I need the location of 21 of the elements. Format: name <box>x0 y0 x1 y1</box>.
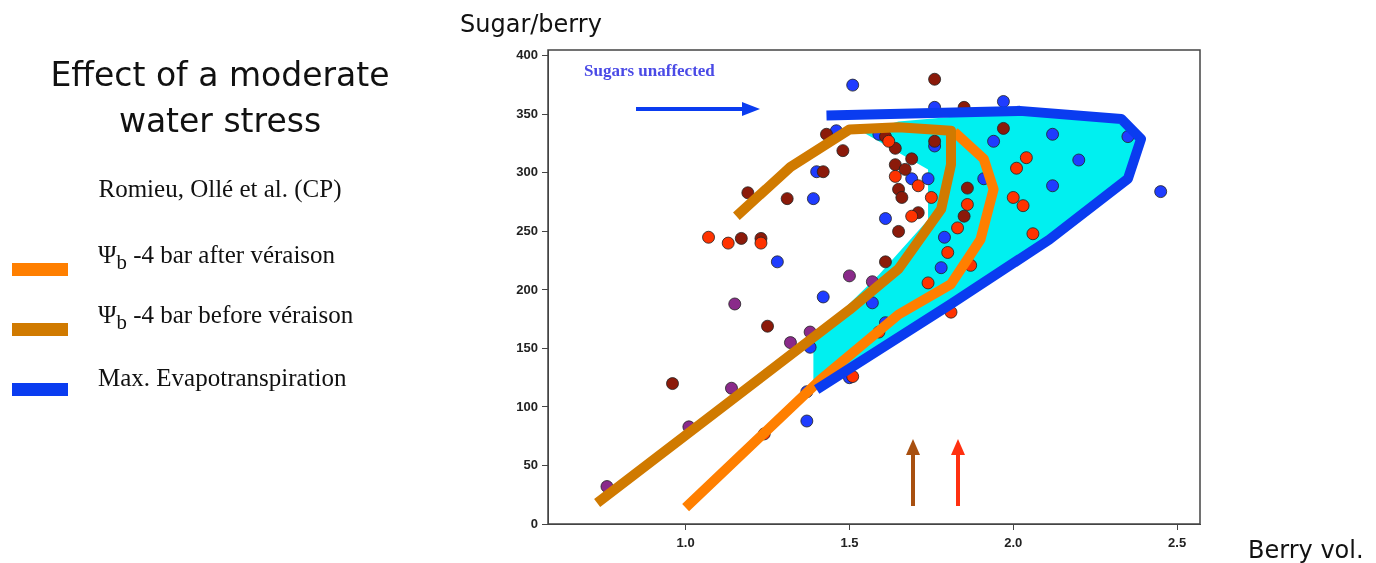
text: Effect of a moderate water stress <box>49 54 391 142</box>
y-tick-label: 0 <box>530 515 538 531</box>
text: Romieu, Ollé et al. (CP) <box>97 174 343 204</box>
x-tick-label: 2.5 <box>1168 535 1187 551</box>
annotation: Sugars unaffected <box>584 61 716 80</box>
y-tick-label: 400 <box>516 47 538 63</box>
legend-label: Ψ$_{b}$ -4 bar before véraison <box>98 301 354 335</box>
x-tick-label: 1.5 <box>840 535 859 551</box>
y-tick-label: 50 <box>523 457 538 473</box>
y-axis-title: Sugar/berry <box>460 10 602 38</box>
y-tick-label: 300 <box>516 164 538 180</box>
x-axis-title: Berry vol. <box>1248 536 1364 563</box>
y-tick-label: 200 <box>516 281 538 297</box>
legend-label: Ψ$_{b}$ -4 bar after véraison <box>98 241 336 275</box>
y-tick-label: 250 <box>516 222 538 238</box>
x-tick-label: 2.0 <box>1004 535 1023 551</box>
y-tick-label: 100 <box>516 398 538 414</box>
y-tick-label: 150 <box>516 340 538 356</box>
legend-label: Max. Evapotranspiration <box>98 364 347 392</box>
y-tick-label: 350 <box>516 105 538 121</box>
x-tick-label: 1.0 <box>676 535 695 551</box>
